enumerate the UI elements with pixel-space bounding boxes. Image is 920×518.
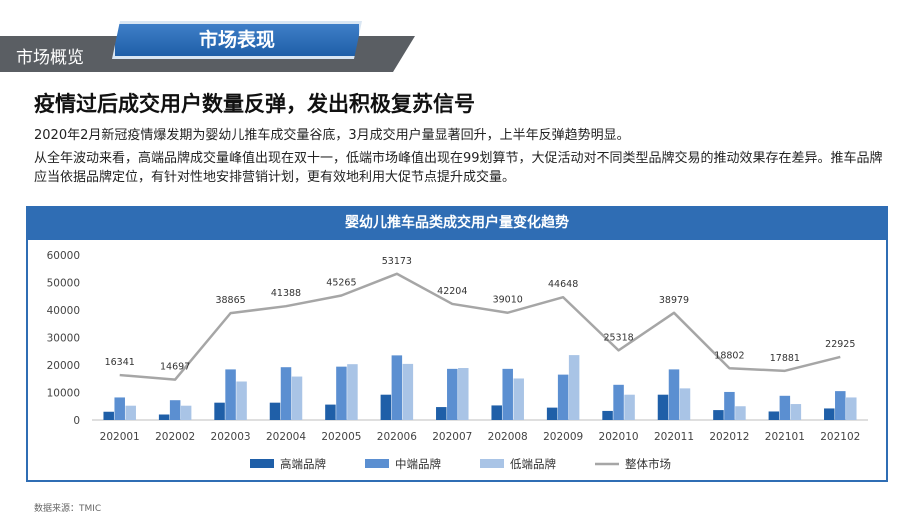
x-tick-label: 202007	[432, 431, 472, 443]
legend-label: 低端品牌	[510, 457, 556, 471]
bar	[768, 411, 780, 420]
x-tick-label: 202009	[543, 431, 583, 443]
bar	[502, 368, 513, 420]
data-label: 53173	[382, 256, 412, 267]
headline: 疫情过后成交用户数量反弹，发出积极复苏信号	[34, 92, 475, 116]
line-series-overall	[119, 272, 841, 381]
bar	[325, 404, 336, 420]
bar	[158, 414, 170, 420]
bar	[602, 410, 613, 420]
bar	[103, 411, 114, 420]
bar	[391, 355, 403, 420]
section-title: 市场概览	[16, 48, 84, 68]
bar	[347, 364, 358, 420]
bar	[679, 388, 691, 420]
data-label: 25318	[603, 332, 633, 343]
bar	[846, 397, 857, 420]
bar	[125, 405, 136, 420]
paragraph-1: 2020年2月新冠疫情爆发期为婴幼儿推车成交量谷底，3月成交用户量显著回升，上半…	[34, 128, 630, 143]
bar	[269, 402, 281, 420]
bar	[380, 394, 392, 420]
bar	[546, 407, 558, 420]
bar	[624, 394, 635, 420]
data-label: 41388	[271, 288, 301, 299]
data-label: 44648	[548, 279, 578, 290]
bar	[824, 408, 835, 420]
data-label: 14697	[160, 362, 190, 373]
bar	[236, 381, 247, 420]
bar	[613, 384, 624, 420]
bar	[447, 368, 458, 420]
data-label: 45265	[326, 278, 356, 289]
bar	[291, 376, 303, 420]
y-tick-label: 20000	[47, 360, 80, 372]
section-tab	[112, 21, 362, 59]
bar	[458, 368, 469, 420]
y-tick-label: 50000	[47, 278, 80, 290]
legend-label: 高端品牌	[280, 457, 326, 471]
bar	[668, 369, 680, 420]
legend-swatch	[480, 459, 504, 468]
legend-swatch	[250, 459, 274, 468]
y-tick-label: 0	[73, 415, 80, 427]
y-tick-label: 10000	[47, 388, 80, 400]
bar	[779, 395, 791, 420]
bar	[724, 391, 735, 420]
paragraph-2: 从全年波动来看，高端品牌成交量峰值出现在双十一，低端市场峰值出现在99划算节，大…	[34, 151, 883, 185]
bar	[568, 355, 580, 420]
legend-swatch	[365, 459, 389, 468]
data-label: 38865	[215, 295, 245, 306]
legend-label: 整体市场	[625, 457, 671, 471]
data-label: 17881	[770, 353, 800, 364]
data-label: 18802	[714, 350, 744, 361]
data-label: 16341	[105, 357, 135, 368]
y-tick-label: 60000	[47, 250, 80, 262]
data-source: 数据来源：TMIC	[34, 504, 102, 514]
section-tab-label: 市场表现	[198, 29, 275, 51]
bar	[790, 404, 802, 420]
x-tick-label: 202102	[820, 431, 860, 443]
x-tick-label: 202001	[100, 431, 140, 443]
bar	[835, 391, 846, 420]
x-tick-label: 202101	[765, 431, 805, 443]
data-label: 22925	[825, 339, 855, 350]
data-label: 38979	[659, 295, 689, 306]
bar	[735, 406, 746, 420]
bar	[491, 405, 502, 420]
bar	[402, 363, 414, 420]
x-tick-label: 202011	[654, 431, 694, 443]
bar	[657, 394, 669, 420]
bar	[214, 402, 225, 420]
bar	[114, 397, 125, 420]
x-tick-label: 202008	[488, 431, 528, 443]
chart-title: 婴幼儿推车品类成交用户量变化趋势	[345, 215, 569, 231]
bar	[513, 378, 524, 420]
bar	[225, 369, 236, 420]
x-tick-label: 202002	[155, 431, 195, 443]
x-tick-label: 202012	[709, 431, 749, 443]
bar	[180, 405, 192, 420]
x-tick-label: 202005	[321, 431, 361, 443]
bar	[436, 407, 447, 420]
x-tick-label: 202006	[377, 431, 417, 443]
x-tick-label: 202003	[211, 431, 251, 443]
data-label: 42204	[437, 286, 467, 297]
bar	[336, 366, 347, 420]
legend-label: 中端品牌	[395, 457, 441, 471]
data-label: 39010	[493, 295, 523, 306]
bar	[169, 400, 181, 420]
x-tick-label: 202004	[266, 431, 306, 443]
y-tick-label: 40000	[47, 305, 80, 317]
x-tick-label: 202010	[599, 431, 639, 443]
chart-title-bar	[26, 206, 888, 240]
bar	[280, 367, 292, 420]
bar	[557, 374, 569, 420]
y-tick-label: 30000	[47, 333, 80, 345]
bar	[713, 410, 724, 420]
